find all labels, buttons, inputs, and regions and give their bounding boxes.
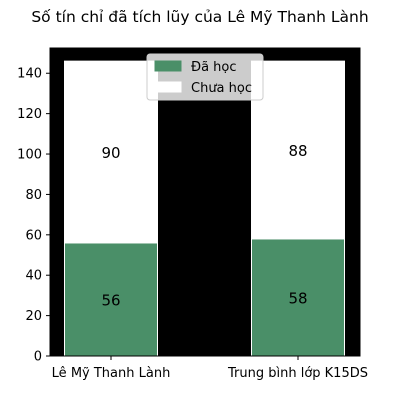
axes-frame bbox=[49, 47, 361, 357]
data-label: 56 bbox=[101, 291, 120, 309]
y-tick-label: 60 bbox=[25, 228, 42, 243]
data-label: 90 bbox=[101, 144, 120, 162]
bar-segment-da-hoc bbox=[251, 238, 345, 357]
data-label: 88 bbox=[288, 142, 307, 160]
legend-label: Chưa học bbox=[191, 81, 252, 96]
bar-segment-chua-hoc bbox=[251, 60, 345, 240]
y-tick-label: 80 bbox=[25, 188, 42, 203]
bar-segment-da-hoc bbox=[64, 242, 158, 357]
y-tick-label: 0 bbox=[34, 350, 42, 365]
y-tick-label: 100 bbox=[17, 148, 42, 163]
legend-swatch bbox=[154, 81, 182, 93]
bar-segment-chua-hoc bbox=[64, 60, 158, 244]
legend-swatch bbox=[154, 60, 182, 72]
y-tick-label: 20 bbox=[25, 309, 42, 324]
data-label: 58 bbox=[288, 289, 307, 307]
axes: Lê Mỹ Thanh Lành Trung bình lớp K15DS 0 20 4… bbox=[17, 47, 368, 381]
legend-label: Đã học bbox=[191, 60, 237, 75]
y-tick-label: 140 bbox=[17, 67, 42, 82]
x-tick-label: Lê Mỹ Thanh Lành bbox=[52, 366, 171, 381]
legend: Đã học Chưa học bbox=[146, 53, 264, 101]
y-tick-label: 40 bbox=[25, 269, 42, 284]
y-tick-label: 120 bbox=[17, 107, 42, 122]
x-tick-label: Trung bình lớp K15DS bbox=[227, 366, 368, 381]
chart-title: Số tín chỉ đã tích lũy của Lê Mỹ Thanh L… bbox=[31, 8, 368, 26]
